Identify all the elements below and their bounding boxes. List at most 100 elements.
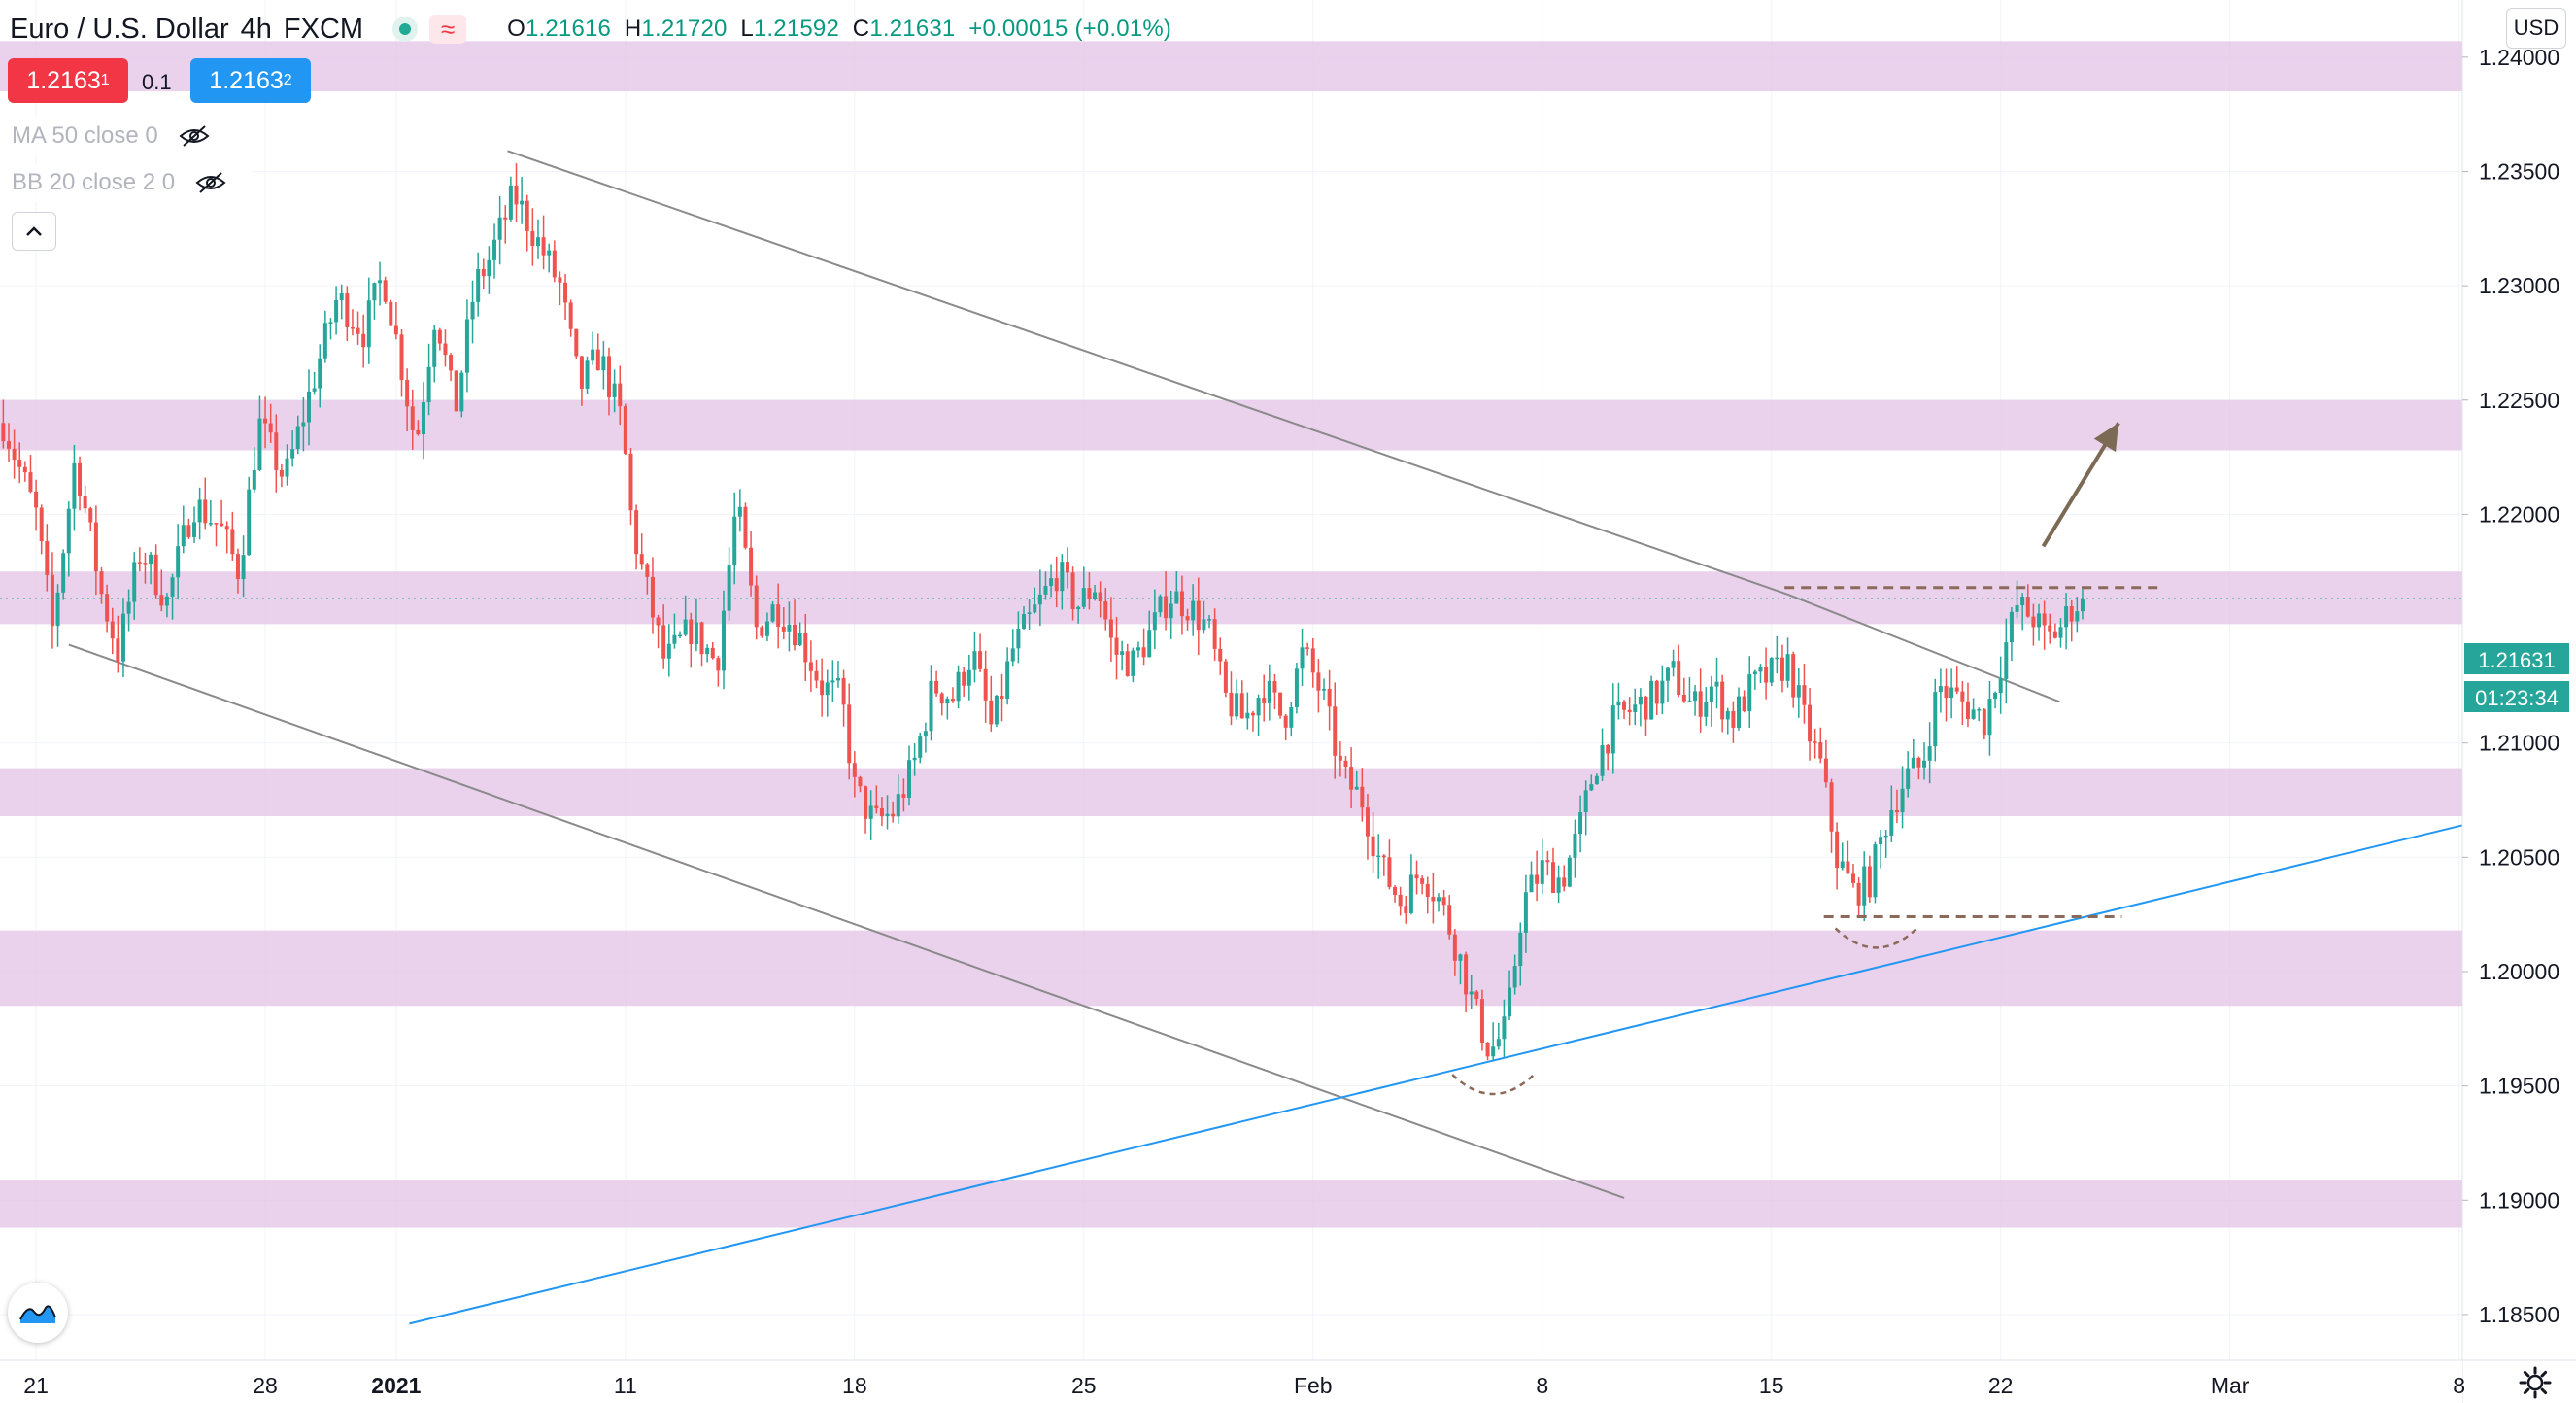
candle-body — [492, 239, 497, 260]
tradingview-logo-icon[interactable] — [8, 1283, 68, 1343]
candle-body — [1654, 680, 1659, 704]
candle-body — [1665, 667, 1670, 681]
eye-hidden-icon[interactable] — [178, 124, 211, 148]
candle-body — [149, 554, 153, 565]
candle-body — [203, 499, 208, 524]
candle-body — [389, 301, 393, 326]
candle-body — [17, 460, 22, 467]
candle-body — [1381, 855, 1386, 858]
candle-body — [449, 355, 454, 371]
candle-body — [306, 391, 311, 423]
candle-body — [601, 356, 606, 371]
candle-body — [45, 541, 50, 575]
candle-body — [1518, 932, 1523, 967]
time-tick-label: 22 — [1988, 1373, 2014, 1398]
candle-body — [181, 525, 186, 547]
candle-body — [1398, 894, 1403, 907]
price-tick-label: 1.18500 — [2479, 1302, 2559, 1327]
candle-body — [399, 334, 404, 381]
candle-body — [2064, 606, 2069, 628]
candle-body — [645, 564, 650, 577]
candle-body — [1846, 861, 1850, 874]
candle-body — [694, 622, 698, 644]
candle-body — [1098, 592, 1102, 602]
price-tick-label: 1.23000 — [2479, 273, 2559, 298]
price-axis[interactable]: 1.24000 1.23500 1.23000 1.22500 1.22000 1.210… — [2462, 45, 2559, 1327]
candle-body — [1758, 667, 1763, 672]
candle-body — [978, 651, 983, 669]
candle-body — [1671, 661, 1676, 668]
candle-body — [1742, 696, 1746, 711]
candle-body — [356, 327, 360, 334]
time-tick-label: 21 — [23, 1373, 49, 1398]
candle-body — [1283, 715, 1288, 728]
candle-body — [939, 693, 944, 704]
interval-label[interactable]: 4h — [240, 13, 272, 45]
symbol-title[interactable]: Euro / U.S. Dollar — [10, 13, 229, 45]
candle-body — [607, 356, 612, 397]
price-tick-label: 1.22000 — [2479, 501, 2559, 527]
candle-body — [737, 506, 742, 517]
candle-body — [1229, 692, 1234, 717]
candle-body — [874, 805, 879, 808]
candle-body — [116, 638, 120, 662]
candle-body — [1054, 578, 1059, 592]
candle-body — [830, 680, 835, 683]
gear-icon[interactable] — [2518, 1365, 2553, 1400]
time-axis[interactable]: 21 28 2021 11 18 25 Feb 8 15 22 Mar 8 — [23, 1373, 2465, 1398]
candle-body — [416, 429, 421, 435]
sell-button[interactable]: 1.2163 1 — [8, 58, 128, 103]
candle-body — [918, 736, 923, 758]
currency-button[interactable]: USD — [2506, 8, 2566, 49]
candle-body — [912, 757, 917, 761]
candle-body — [1960, 691, 1965, 702]
zone-band — [0, 41, 2462, 92]
candle-body — [885, 813, 890, 817]
eye-hidden-icon[interactable] — [194, 171, 227, 194]
candle-body — [591, 349, 595, 361]
candle-body — [137, 562, 142, 564]
indicator-ma[interactable]: MA 50 close 0 — [0, 117, 237, 155]
candle-body — [366, 300, 371, 348]
candle-body — [1802, 685, 1807, 705]
candle-body — [93, 522, 98, 572]
candle-body — [470, 301, 475, 320]
indicator-bb[interactable]: BB 20 close 2 0 — [0, 163, 253, 202]
candle-body — [393, 325, 398, 335]
candle-body — [1681, 694, 1686, 702]
candle-body — [1404, 906, 1408, 913]
candle-body — [350, 326, 355, 329]
candle-body — [1033, 604, 1037, 613]
buy-button[interactable]: 1.2163 2 — [190, 58, 311, 103]
candle-body — [1752, 671, 1757, 675]
candle-body — [558, 277, 562, 283]
candle-body — [1425, 883, 1430, 898]
approx-icon[interactable]: ≈ — [429, 15, 467, 44]
candle-body — [1376, 855, 1381, 858]
candle-body — [1218, 648, 1223, 662]
candle-body — [55, 592, 60, 627]
collapse-legend-button[interactable] — [12, 212, 56, 251]
candle-body — [776, 604, 781, 627]
candle-body — [1693, 691, 1698, 702]
candle-body — [2080, 599, 2085, 612]
candle-body — [1262, 698, 1267, 703]
candle-body — [945, 699, 950, 704]
candle-body — [120, 613, 125, 662]
candle-body — [1043, 586, 1048, 595]
candle-body — [2025, 597, 2030, 617]
candle-body — [754, 585, 759, 628]
candle-body — [1829, 782, 1834, 832]
zone-band — [0, 399, 2462, 451]
candle-body — [143, 563, 148, 565]
candle-body — [721, 610, 726, 671]
candle-body — [1508, 987, 1512, 1017]
candle-body — [732, 516, 737, 565]
candle-body — [1289, 707, 1294, 728]
candle-body — [1922, 760, 1927, 768]
candle-body — [1796, 685, 1801, 698]
candle-body — [1158, 596, 1163, 613]
candle-body — [1267, 681, 1271, 703]
candle-body — [552, 250, 557, 278]
